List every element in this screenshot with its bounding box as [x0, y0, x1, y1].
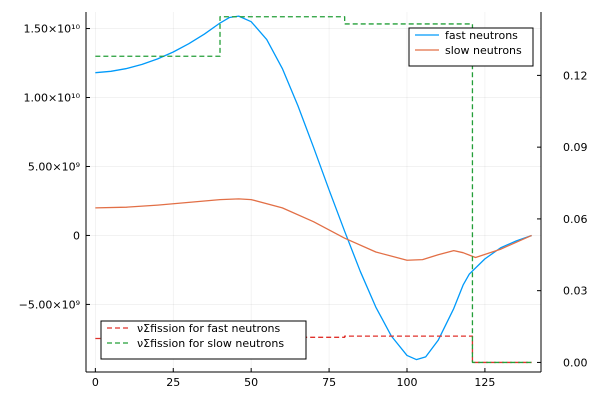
x-tick-label: 75 — [322, 376, 336, 389]
right-tick-label: 0.06 — [563, 213, 588, 226]
left-tick-label: 1.00×10¹⁰ — [23, 92, 80, 105]
series-line-3 — [95, 16, 532, 364]
right-tick-label: 0.12 — [563, 69, 588, 82]
left-tick-label: 5.00×10⁹ — [28, 160, 80, 173]
grid — [86, 12, 541, 372]
legend-box — [100, 320, 307, 360]
series-layer — [95, 15, 532, 364]
right-tick-label: 0.00 — [563, 356, 588, 369]
legend-label: νΣfission for fast neutrons — [137, 322, 281, 335]
ticks: 0 25 50 75 100 125 −5.00×10⁹ 0 5.00×10⁹ 1.00×10¹⁰… — [19, 23, 588, 389]
x-tick-label: 125 — [474, 376, 495, 389]
legend-bottom-left: νΣfission for fast neutrons νΣfission for… — [100, 320, 307, 360]
left-tick-label: −5.00×10⁹ — [19, 298, 80, 311]
left-tick-label: 1.50×10¹⁰ — [23, 23, 80, 36]
legend-label: slow neutrons — [445, 44, 522, 57]
right-tick-label: 0.03 — [563, 285, 588, 298]
x-tick-label: 50 — [244, 376, 258, 389]
legend-box — [408, 27, 534, 67]
right-tick-label: 0.09 — [563, 141, 588, 154]
series-line-0 — [95, 15, 532, 361]
legend-label: νΣfission for slow neutrons — [137, 337, 284, 350]
axes — [85, 12, 542, 373]
x-tick-label: 25 — [166, 376, 180, 389]
legend-top-right: fast neutrons slow neutrons — [408, 27, 534, 67]
legend-label: fast neutrons — [445, 29, 518, 42]
series-line-1 — [95, 198, 532, 261]
x-tick-label: 100 — [396, 376, 417, 389]
left-tick-label: 0 — [73, 229, 80, 242]
x-tick-label: 0 — [92, 376, 99, 389]
